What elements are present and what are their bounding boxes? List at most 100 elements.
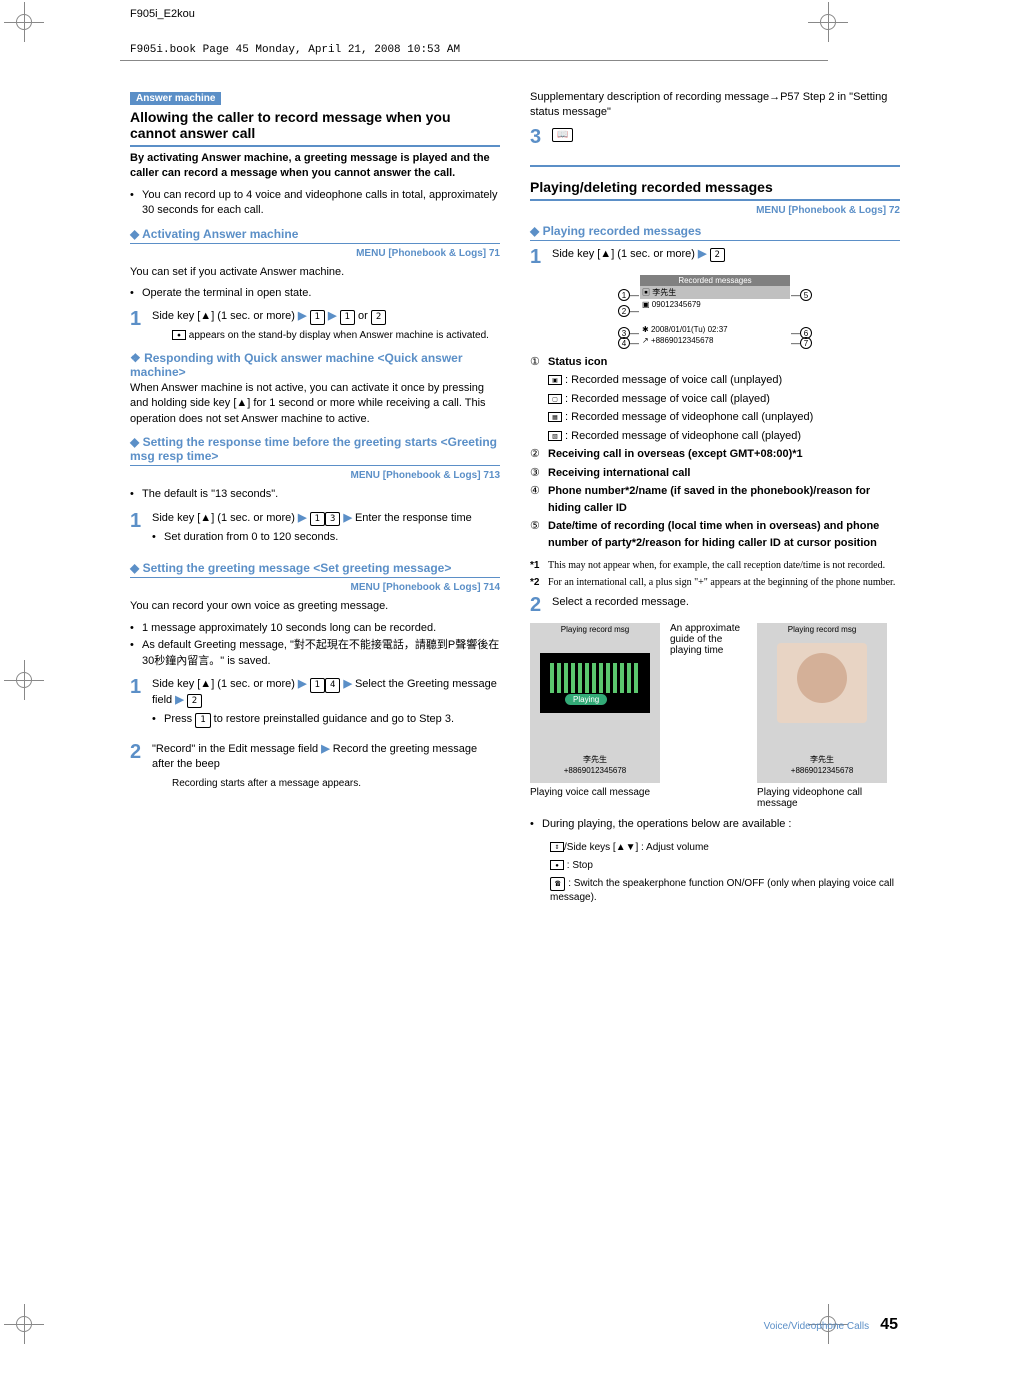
menu-ref-713: MENU [Phonebook & Logs] 713 xyxy=(130,470,500,481)
section-rule xyxy=(530,199,900,201)
s4-sub-tail: to restore preinstalled guidance and go … xyxy=(214,713,454,725)
s1-para: You can set if you activate Answer machi… xyxy=(130,265,500,280)
right-step1-text: Side key [▲] (1 sec. or more) xyxy=(552,248,695,260)
subhead-greetmsg: Setting the greeting message <Set greeti… xyxy=(130,561,500,575)
key-2: 2 xyxy=(187,694,202,709)
left-column: Answer machine Allowing the caller to re… xyxy=(130,90,500,905)
intro-bullet-1: You can record up to 4 voice and videoph… xyxy=(130,188,500,219)
phone-line-name: ▣ 李先生 xyxy=(640,286,790,299)
callout-7: —7 xyxy=(791,337,812,349)
callout-5: —5 xyxy=(791,289,812,301)
def5-lead: ⑤ xyxy=(530,518,540,535)
op3-text: : Switch the speakerphone function ON/OF… xyxy=(550,878,894,904)
equalizer-graphic: Playing xyxy=(540,653,650,713)
arrow-icon: ▶ xyxy=(343,512,351,524)
phone-line-num2: ↗ +8869012345678 xyxy=(640,335,790,346)
step-number-1: 1 xyxy=(130,309,146,343)
phone-line-num1: ▣ 09012345679 xyxy=(640,299,790,310)
header-bookinfo: F905i.book Page 45 Monday, April 21, 200… xyxy=(130,44,460,56)
s4-sub-bullets: Press 1 to restore preinstalled guidance… xyxy=(152,712,500,728)
volume-key-icon: ⇕ xyxy=(550,842,564,852)
page-number: 45 xyxy=(880,1316,898,1333)
screenshots-row: Playing record msg Playing 李先生 +88690123… xyxy=(530,623,900,809)
section-rule xyxy=(130,145,500,147)
star2-text: For an international call, a plus sign "… xyxy=(548,577,895,588)
step-number-1: 1 xyxy=(130,511,146,554)
key-1: 1 xyxy=(310,310,325,325)
arrow-icon: ▶ xyxy=(698,248,706,260)
diamond-icon xyxy=(130,435,143,449)
s4-step1-text: Side key [▲] (1 sec. or more) xyxy=(152,678,295,690)
def-5: ⑤Date/time of recording (local time when… xyxy=(530,518,900,551)
key-1: 1 xyxy=(310,678,325,693)
def4-text: Phone number*2/name (if saved in the pho… xyxy=(548,485,870,514)
sub-rule xyxy=(130,577,500,578)
step-number-3: 3 xyxy=(530,127,546,147)
op-1: ⇕/Side keys [▲▼] : Adjust volume xyxy=(550,841,900,855)
playing-badge: Playing xyxy=(565,694,607,705)
phonebook-key-icon: 📖 xyxy=(552,128,573,143)
shot2-caller: 李先生 xyxy=(757,754,887,765)
def1a-text: : Recorded message of voice call (unplay… xyxy=(562,374,782,386)
key-1: 1 xyxy=(340,310,355,325)
s3-step1-text: Side key [▲] (1 sec. or more) xyxy=(152,512,295,524)
callout-2: 2— xyxy=(618,305,639,317)
call-key-icon: ☎ xyxy=(550,877,565,892)
subhead-playing-text: Playing recorded messages xyxy=(543,224,702,238)
def-3: ③ Receiving international call xyxy=(530,465,900,482)
def1c-text: : Recorded message of videophone call (u… xyxy=(562,411,813,423)
def3-text: Receiving international call xyxy=(548,467,690,479)
video-playback-screenshot: Playing record msg 李先生 +8869012345678 xyxy=(757,623,887,783)
section-rule xyxy=(530,165,900,167)
sub-rule xyxy=(130,243,500,244)
op2-text: : Stop xyxy=(564,860,593,871)
def1-title: Status icon xyxy=(548,356,607,368)
definitions: ①Status icon ▣ : Recorded message of voi… xyxy=(530,354,900,552)
shot2-caption: Playing videophone call message xyxy=(757,787,900,809)
def-1b: ▢ : Recorded message of voice call (play… xyxy=(530,391,900,408)
face-graphic xyxy=(777,643,867,723)
center-key-icon: ● xyxy=(550,860,564,870)
def2-text: Receiving call in overseas (except GMT+0… xyxy=(548,448,803,460)
page-columns: Answer machine Allowing the caller to re… xyxy=(130,90,900,905)
op-3: ☎ : Switch the speakerphone function ON/… xyxy=(550,877,900,906)
diamond-double-icon xyxy=(130,351,144,365)
def2-lead: ② xyxy=(530,446,540,463)
right-step3: 3 📖 xyxy=(530,127,900,147)
star-note-1: *1 This may not appear when, for example,… xyxy=(530,559,900,572)
header-rule xyxy=(120,60,828,61)
def3-lead: ③ xyxy=(530,465,540,482)
s3-step1-body: Side key [▲] (1 sec. or more) ▶ 13 ▶ Ent… xyxy=(152,511,500,554)
def-1: ①Status icon xyxy=(530,354,900,371)
subhead-resptime-text: Setting the response time before the gre… xyxy=(130,435,497,463)
shot2-num: +8869012345678 xyxy=(757,766,887,775)
s3-bullet-1: The default is "13 seconds". xyxy=(130,487,500,502)
play-delete-title: Playing/deleting recorded messages xyxy=(530,179,900,195)
menu-ref-72: MENU [Phonebook & Logs] 72 xyxy=(530,205,900,216)
section-badge: Answer machine xyxy=(130,92,221,105)
right-step2-body: Select a recorded message. xyxy=(552,595,900,615)
callout-4: 4— xyxy=(618,337,639,349)
arrow-icon: ▶ xyxy=(298,310,306,322)
star1-lead: *1 xyxy=(530,559,539,572)
s3-sub-bullets: Set duration from 0 to 120 seconds. xyxy=(152,530,500,545)
subhead-playing: Playing recorded messages xyxy=(530,224,900,238)
answer-machine-icon: ⏺ xyxy=(172,330,186,340)
sub-rule xyxy=(530,240,900,241)
s4-para: You can record your own voice as greetin… xyxy=(130,599,500,614)
s4-bullets: 1 message approximately 10 seconds long … xyxy=(130,621,500,669)
star1-text: This may not appear when, for example, t… xyxy=(548,560,885,571)
s4-sub: Press 1 to restore preinstalled guidance… xyxy=(152,712,500,728)
s4-note: Recording starts after a message appears… xyxy=(172,777,500,791)
key-4: 4 xyxy=(325,678,340,693)
callout-1: 1— xyxy=(618,289,639,301)
def-4: ④Phone number*2/name (if saved in the ph… xyxy=(530,483,900,516)
mid-note: An approximate guide of the playing time xyxy=(670,623,747,656)
playback-ops: During playing, the operations below are… xyxy=(530,817,900,832)
s4-step1: 1 Side key [▲] (1 sec. or more) ▶ 14 ▶ S… xyxy=(130,677,500,736)
s4-sub-text: Press xyxy=(164,713,192,725)
star-note-2: *2For an international call, a plus sign… xyxy=(530,576,900,589)
crop-mark-bl xyxy=(4,1304,44,1344)
phone-name-text: 李先生 xyxy=(652,288,676,297)
arrow-icon: ▶ xyxy=(343,678,351,690)
